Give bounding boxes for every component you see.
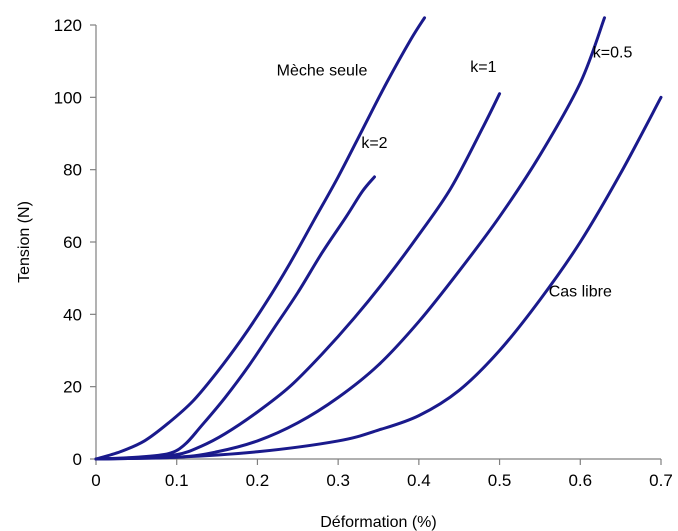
series-line-5 <box>94 95 663 461</box>
series-line-3 <box>94 92 502 461</box>
y-tick-label: 100 <box>54 88 82 107</box>
annotation-layer: Mèche seule k=2 k=1 k=0.5 Cas libre <box>277 45 633 301</box>
series-line-4 <box>94 16 606 461</box>
x-axis-title: Déformation (%) <box>320 514 436 531</box>
y-tick-label: 60 <box>63 233 82 252</box>
x-tick-label: 0.7 <box>649 471 673 490</box>
x-tick-label: 0.3 <box>326 471 350 490</box>
series-line-1 <box>94 16 427 461</box>
x-tick-label: 0.1 <box>165 471 189 490</box>
x-tick-label: 0.5 <box>488 471 512 490</box>
x-tick-label: 0 <box>91 471 100 490</box>
y-tick-label: 20 <box>63 378 82 397</box>
series-annotation: k=2 <box>361 135 387 152</box>
ticks: 0 0.1 0.2 0.3 0.4 0.5 0.6 0.7 0 20 40 60 80 100 120 <box>54 16 673 490</box>
y-tick-label: 80 <box>63 161 82 180</box>
series-layer <box>94 16 663 461</box>
series-line-2 <box>94 175 376 461</box>
x-tick-label: 0.2 <box>246 471 270 490</box>
y-axis-title: Tension (N) <box>16 201 33 283</box>
series-annotation: Cas libre <box>549 283 612 300</box>
x-tick-label: 0.6 <box>568 471 592 490</box>
series-annotation: Mèche seule <box>277 63 368 80</box>
series-annotation: k=1 <box>470 59 496 76</box>
y-tick-label: 0 <box>73 450 82 469</box>
series-annotation: k=0.5 <box>593 45 633 62</box>
x-tick-label: 0.4 <box>407 471 431 490</box>
y-tick-label: 40 <box>63 305 82 324</box>
y-tick-label: 120 <box>54 16 82 35</box>
